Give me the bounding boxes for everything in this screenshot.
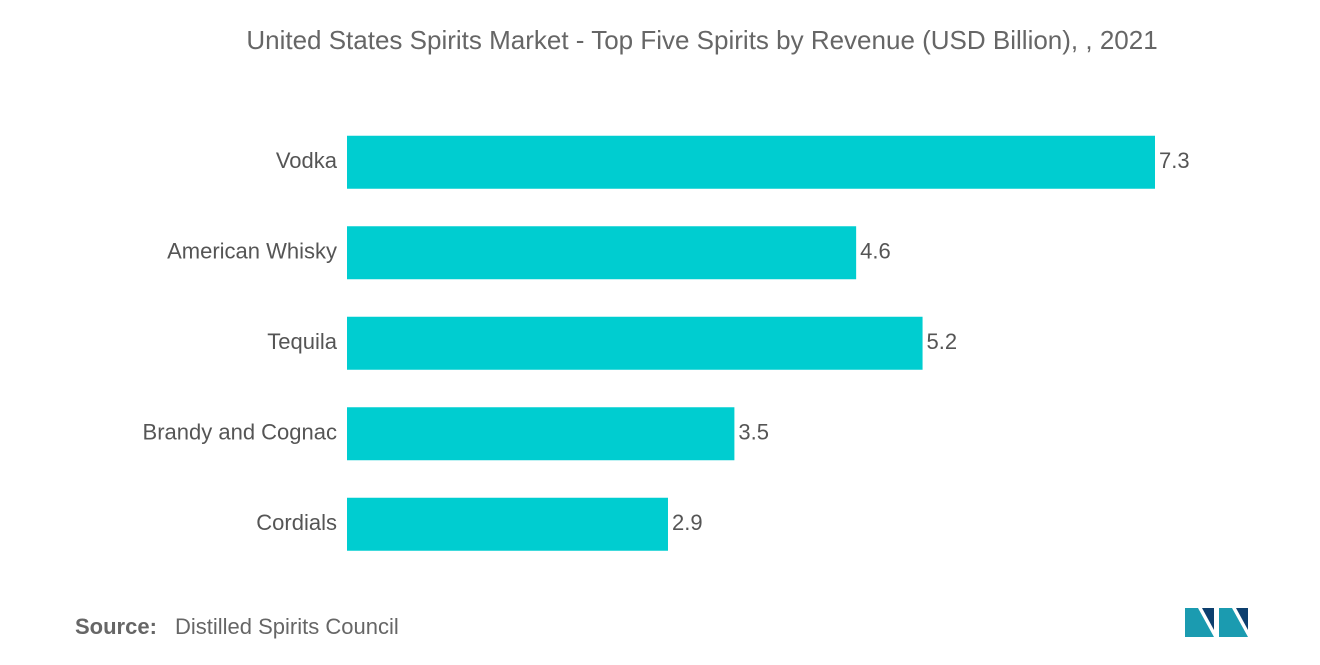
data-label: 3.5 [738, 420, 769, 445]
data-label: 4.6 [860, 239, 891, 264]
y-tick-label: Cordials [256, 510, 337, 535]
source-label: Source: [75, 614, 157, 639]
bar [347, 226, 857, 280]
data-label: 2.9 [672, 510, 703, 535]
data-label: 5.2 [927, 329, 958, 354]
y-tick-label: Tequila [267, 329, 337, 354]
bar [347, 497, 668, 551]
bar [347, 407, 735, 461]
chart-title: United States Spirits Market - Top Five … [246, 25, 1157, 55]
bar [347, 316, 923, 370]
y-tick-label: Brandy and Cognac [143, 420, 337, 445]
data-label: 7.3 [1159, 148, 1190, 173]
bar [347, 135, 1155, 189]
y-tick-label: American Whisky [167, 239, 337, 264]
logo [1185, 608, 1248, 637]
y-tick-label: Vodka [276, 148, 338, 173]
source-text: Distilled Spirits Council [175, 614, 399, 639]
